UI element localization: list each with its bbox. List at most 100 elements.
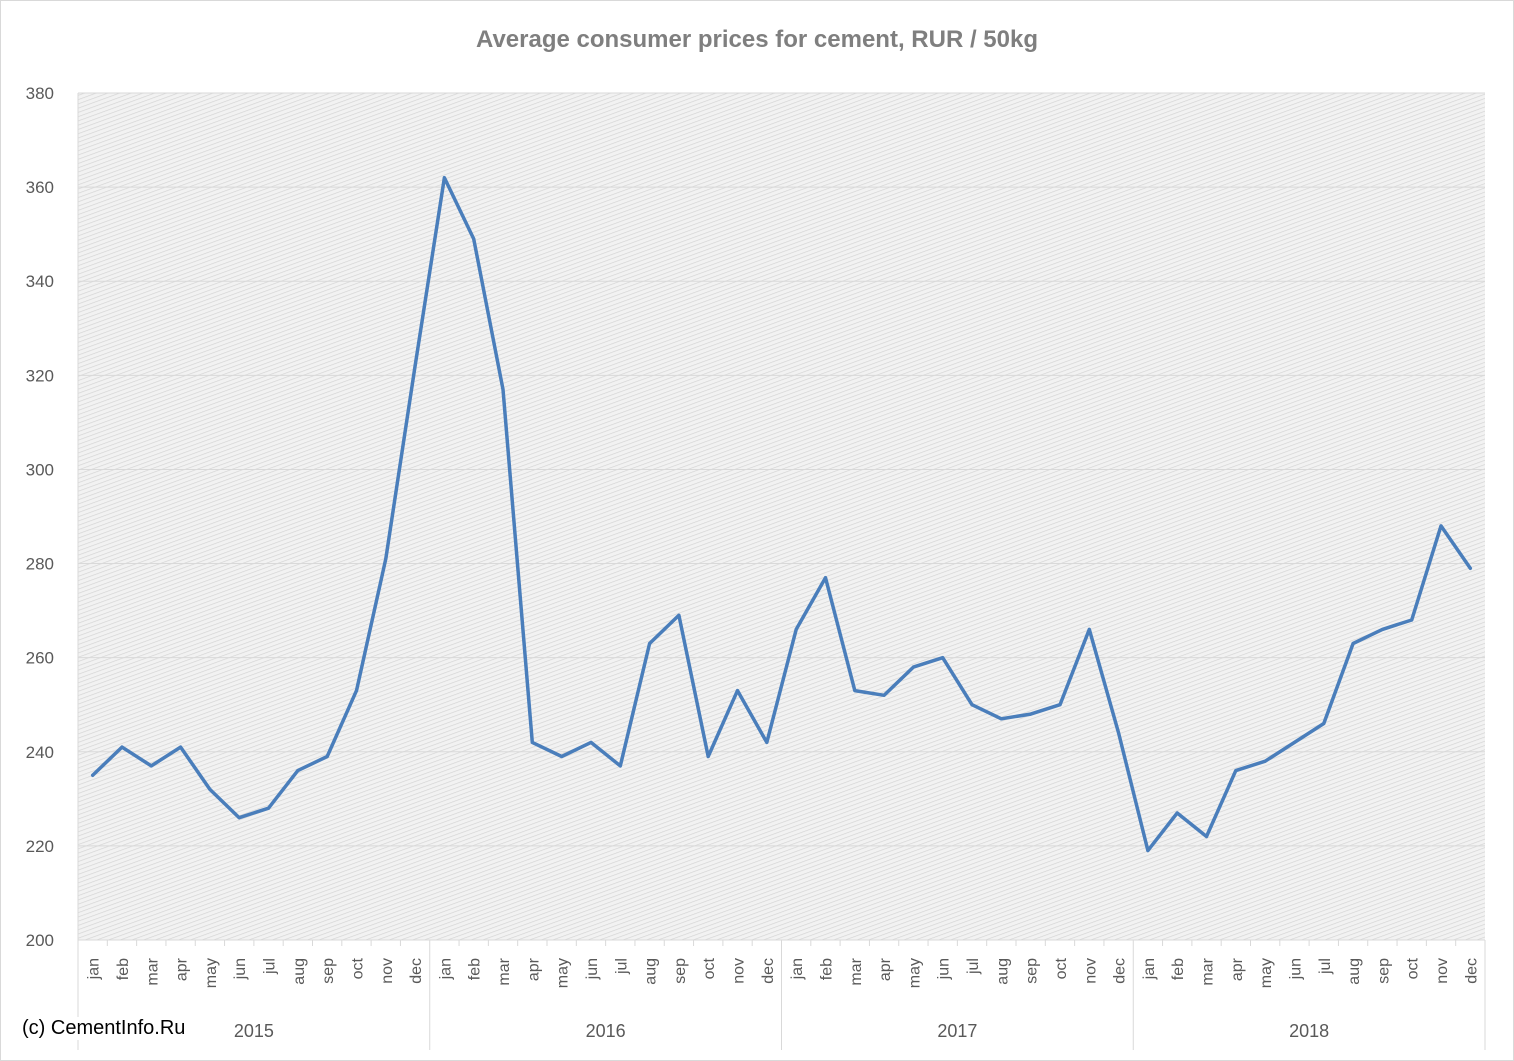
x-tick-label: sep (672, 958, 689, 984)
x-tick-label: apr (1229, 957, 1246, 981)
x-tick-label: jul (965, 958, 982, 975)
data-point (1175, 811, 1179, 815)
x-tick-label: nov (1434, 958, 1451, 984)
x-tick-label: feb (818, 958, 835, 980)
data-point (442, 176, 446, 180)
data-point (1029, 712, 1033, 716)
data-point (208, 787, 212, 791)
data-point (941, 656, 945, 660)
data-point (911, 665, 915, 669)
x-tick-label: apr (525, 957, 542, 981)
data-point (501, 387, 505, 391)
x-tick-label: dec (1463, 958, 1480, 984)
x-tick-label: sep (320, 958, 337, 984)
x-tick-label: nov (731, 958, 748, 984)
data-point (413, 364, 417, 368)
x-tick-label: aug (643, 958, 660, 985)
data-point (1234, 769, 1238, 773)
x-tick-label: sep (1375, 958, 1392, 984)
data-point (1117, 731, 1121, 735)
data-point (1380, 627, 1384, 631)
data-point (618, 764, 622, 768)
x-tick-label: jan (789, 958, 806, 980)
data-point (296, 769, 300, 773)
data-point (1322, 722, 1326, 726)
data-point (472, 237, 476, 241)
data-point (589, 740, 593, 744)
x-tick-label: oct (349, 957, 366, 979)
data-point (970, 703, 974, 707)
data-point (1058, 703, 1062, 707)
y-tick-label: 380 (26, 84, 54, 103)
x-tick-label: may (906, 958, 923, 988)
data-point (120, 745, 124, 749)
x-tick-label: dec (408, 958, 425, 984)
x-tick-label: oct (1053, 957, 1070, 979)
chart-title: Average consumer prices for cement, RUR … (476, 26, 1038, 53)
data-point (794, 627, 798, 631)
data-point (1351, 642, 1355, 646)
data-point (648, 642, 652, 646)
x-tick-label: may (555, 958, 572, 988)
x-tick-label: aug (994, 958, 1011, 985)
data-point (1087, 627, 1091, 631)
y-tick-label: 360 (26, 178, 54, 197)
year-label: 2018 (1289, 1021, 1329, 1041)
year-label: 2016 (586, 1021, 626, 1041)
data-point (882, 693, 886, 697)
x-tick-label: feb (1170, 958, 1187, 980)
x-tick-label: jul (613, 958, 630, 975)
x-tick-label: jun (1287, 958, 1304, 980)
data-point (1263, 759, 1267, 763)
y-tick-label: 300 (26, 460, 54, 479)
data-point (1146, 849, 1150, 853)
data-point (325, 754, 329, 758)
data-point (677, 613, 681, 617)
data-point (267, 806, 271, 810)
y-tick-label: 340 (26, 272, 54, 291)
data-point (823, 576, 827, 580)
y-tick-label: 320 (26, 366, 54, 385)
x-tick-label: mar (1200, 957, 1217, 985)
x-tick-label: jun (936, 958, 953, 980)
data-point (149, 764, 153, 768)
y-tick-label: 200 (26, 931, 54, 950)
data-point (530, 740, 534, 744)
x-tick-label: jun (232, 958, 249, 980)
x-tick-label: mar (144, 957, 161, 985)
x-tick-label: aug (1346, 958, 1363, 985)
data-point (1205, 834, 1209, 838)
data-point (179, 745, 183, 749)
year-label: 2015 (234, 1021, 274, 1041)
data-point (706, 754, 710, 758)
data-point (765, 740, 769, 744)
y-tick-label: 280 (26, 555, 54, 574)
data-point (1410, 618, 1414, 622)
x-tick-label: mar (848, 957, 865, 985)
x-tick-label: may (203, 958, 220, 988)
x-tick-label: may (1258, 958, 1275, 988)
x-tick-label: dec (760, 958, 777, 984)
x-tick-label: mar (496, 957, 513, 985)
x-tick-label: nov (379, 958, 396, 984)
x-tick-label: feb (115, 958, 132, 980)
x-tick-label: dec (1112, 958, 1129, 984)
x-tick-label: aug (291, 958, 308, 985)
data-point (237, 816, 241, 820)
data-point (384, 557, 388, 561)
x-tick-label: jan (437, 958, 454, 980)
plot-area (78, 93, 1485, 940)
data-point (853, 689, 857, 693)
series-layer (90, 175, 1473, 853)
data-point (1292, 740, 1296, 744)
x-tick-label: jan (86, 958, 103, 980)
data-point (736, 689, 740, 693)
data-point (91, 773, 95, 777)
copyright-text: (c) CementInfo.Ru (20, 1017, 188, 1040)
data-point (354, 689, 358, 693)
x-tick-label: apr (174, 957, 191, 981)
x-tick-label: apr (877, 957, 894, 981)
y-tick-label: 260 (26, 649, 54, 668)
x-tick-label: oct (1405, 957, 1422, 979)
